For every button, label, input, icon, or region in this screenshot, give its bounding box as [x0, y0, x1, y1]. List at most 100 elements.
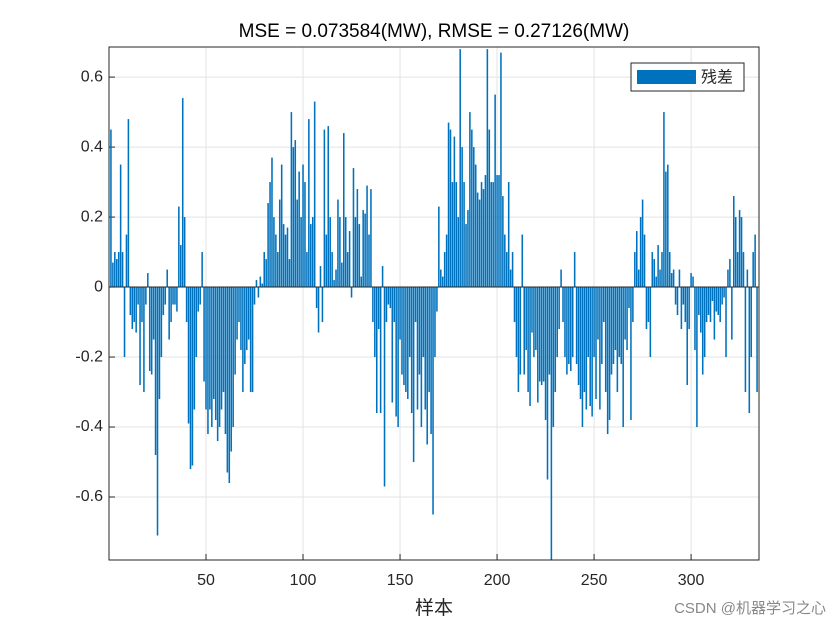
bar: [216, 287, 219, 442]
bar: [552, 287, 555, 428]
bar: [337, 199, 339, 288]
bar: [496, 175, 498, 288]
bar: [667, 164, 669, 288]
bar: [172, 287, 174, 305]
bar: [259, 276, 262, 288]
bar: [610, 287, 613, 375]
bar: [352, 168, 355, 288]
bar: [715, 287, 718, 312]
bar: [635, 231, 638, 288]
bar: [306, 252, 308, 288]
bar: [366, 185, 368, 288]
bar: [424, 287, 427, 410]
bar: [420, 287, 423, 428]
bar: [719, 287, 721, 323]
bar: [364, 213, 366, 288]
bar: [385, 287, 388, 323]
bar: [449, 129, 452, 288]
bar: [207, 287, 209, 435]
bar: [649, 287, 652, 358]
bar: [614, 287, 617, 351]
bar: [447, 122, 450, 288]
bar: [277, 252, 279, 288]
bar: [461, 147, 463, 288]
bar: [238, 287, 240, 323]
bar: [606, 287, 609, 435]
bar: [251, 287, 254, 393]
bar: [201, 252, 203, 288]
bar: [234, 287, 236, 375]
bar: [579, 287, 582, 400]
bar: [145, 287, 147, 305]
bar: [166, 269, 168, 288]
bar: [494, 94, 496, 288]
bar: [690, 273, 692, 288]
bar: [542, 287, 545, 382]
bar: [191, 287, 194, 466]
bar: [224, 287, 227, 435]
bar: [249, 287, 252, 393]
bar: [310, 224, 312, 288]
bar: [639, 217, 642, 288]
bar: [298, 171, 300, 288]
bar: [139, 287, 141, 386]
bar: [405, 287, 407, 393]
bar: [589, 287, 591, 407]
bar: [253, 287, 256, 305]
bar: [271, 157, 273, 288]
x-tick-label: 100: [290, 572, 317, 589]
bar: [354, 217, 357, 288]
bar: [626, 287, 628, 351]
bar: [734, 217, 737, 288]
bar: [317, 287, 320, 333]
bar: [346, 252, 349, 288]
bar: [213, 287, 215, 400]
bar: [476, 192, 479, 288]
bar: [445, 234, 448, 288]
bar: [263, 252, 265, 288]
bar: [705, 287, 708, 323]
bar: [187, 287, 190, 424]
bar: [632, 287, 634, 323]
bar: [637, 269, 640, 288]
bar: [412, 287, 415, 463]
bar: [754, 234, 756, 288]
bar: [327, 126, 330, 288]
bar: [585, 287, 588, 410]
bar: [288, 259, 291, 288]
bar: [698, 287, 700, 316]
bar: [744, 287, 747, 393]
bar: [302, 164, 304, 288]
bar: [242, 287, 244, 393]
bar: [397, 287, 399, 428]
bar: [199, 287, 201, 305]
bar: [562, 287, 564, 323]
bar: [618, 287, 621, 358]
bar: [591, 287, 593, 417]
legend-swatch: [637, 70, 696, 84]
bar: [663, 112, 665, 288]
bar: [455, 182, 458, 288]
bar: [176, 287, 178, 312]
bar: [152, 287, 155, 340]
bar: [659, 269, 661, 288]
bar: [133, 287, 135, 323]
bar: [226, 287, 229, 473]
bar: [482, 189, 485, 288]
bar: [556, 287, 558, 358]
bar: [247, 287, 250, 340]
bar: [230, 287, 233, 452]
bar: [286, 227, 289, 288]
bar: [750, 287, 753, 358]
bar: [577, 287, 580, 386]
bar: [694, 287, 696, 351]
bar: [571, 287, 574, 358]
bar: [300, 217, 302, 288]
bar: [129, 287, 132, 316]
bar: [168, 287, 170, 340]
bar: [401, 287, 403, 375]
bar: [436, 287, 438, 312]
bar: [150, 287, 153, 375]
bar: [308, 119, 310, 288]
bar: [393, 287, 395, 323]
